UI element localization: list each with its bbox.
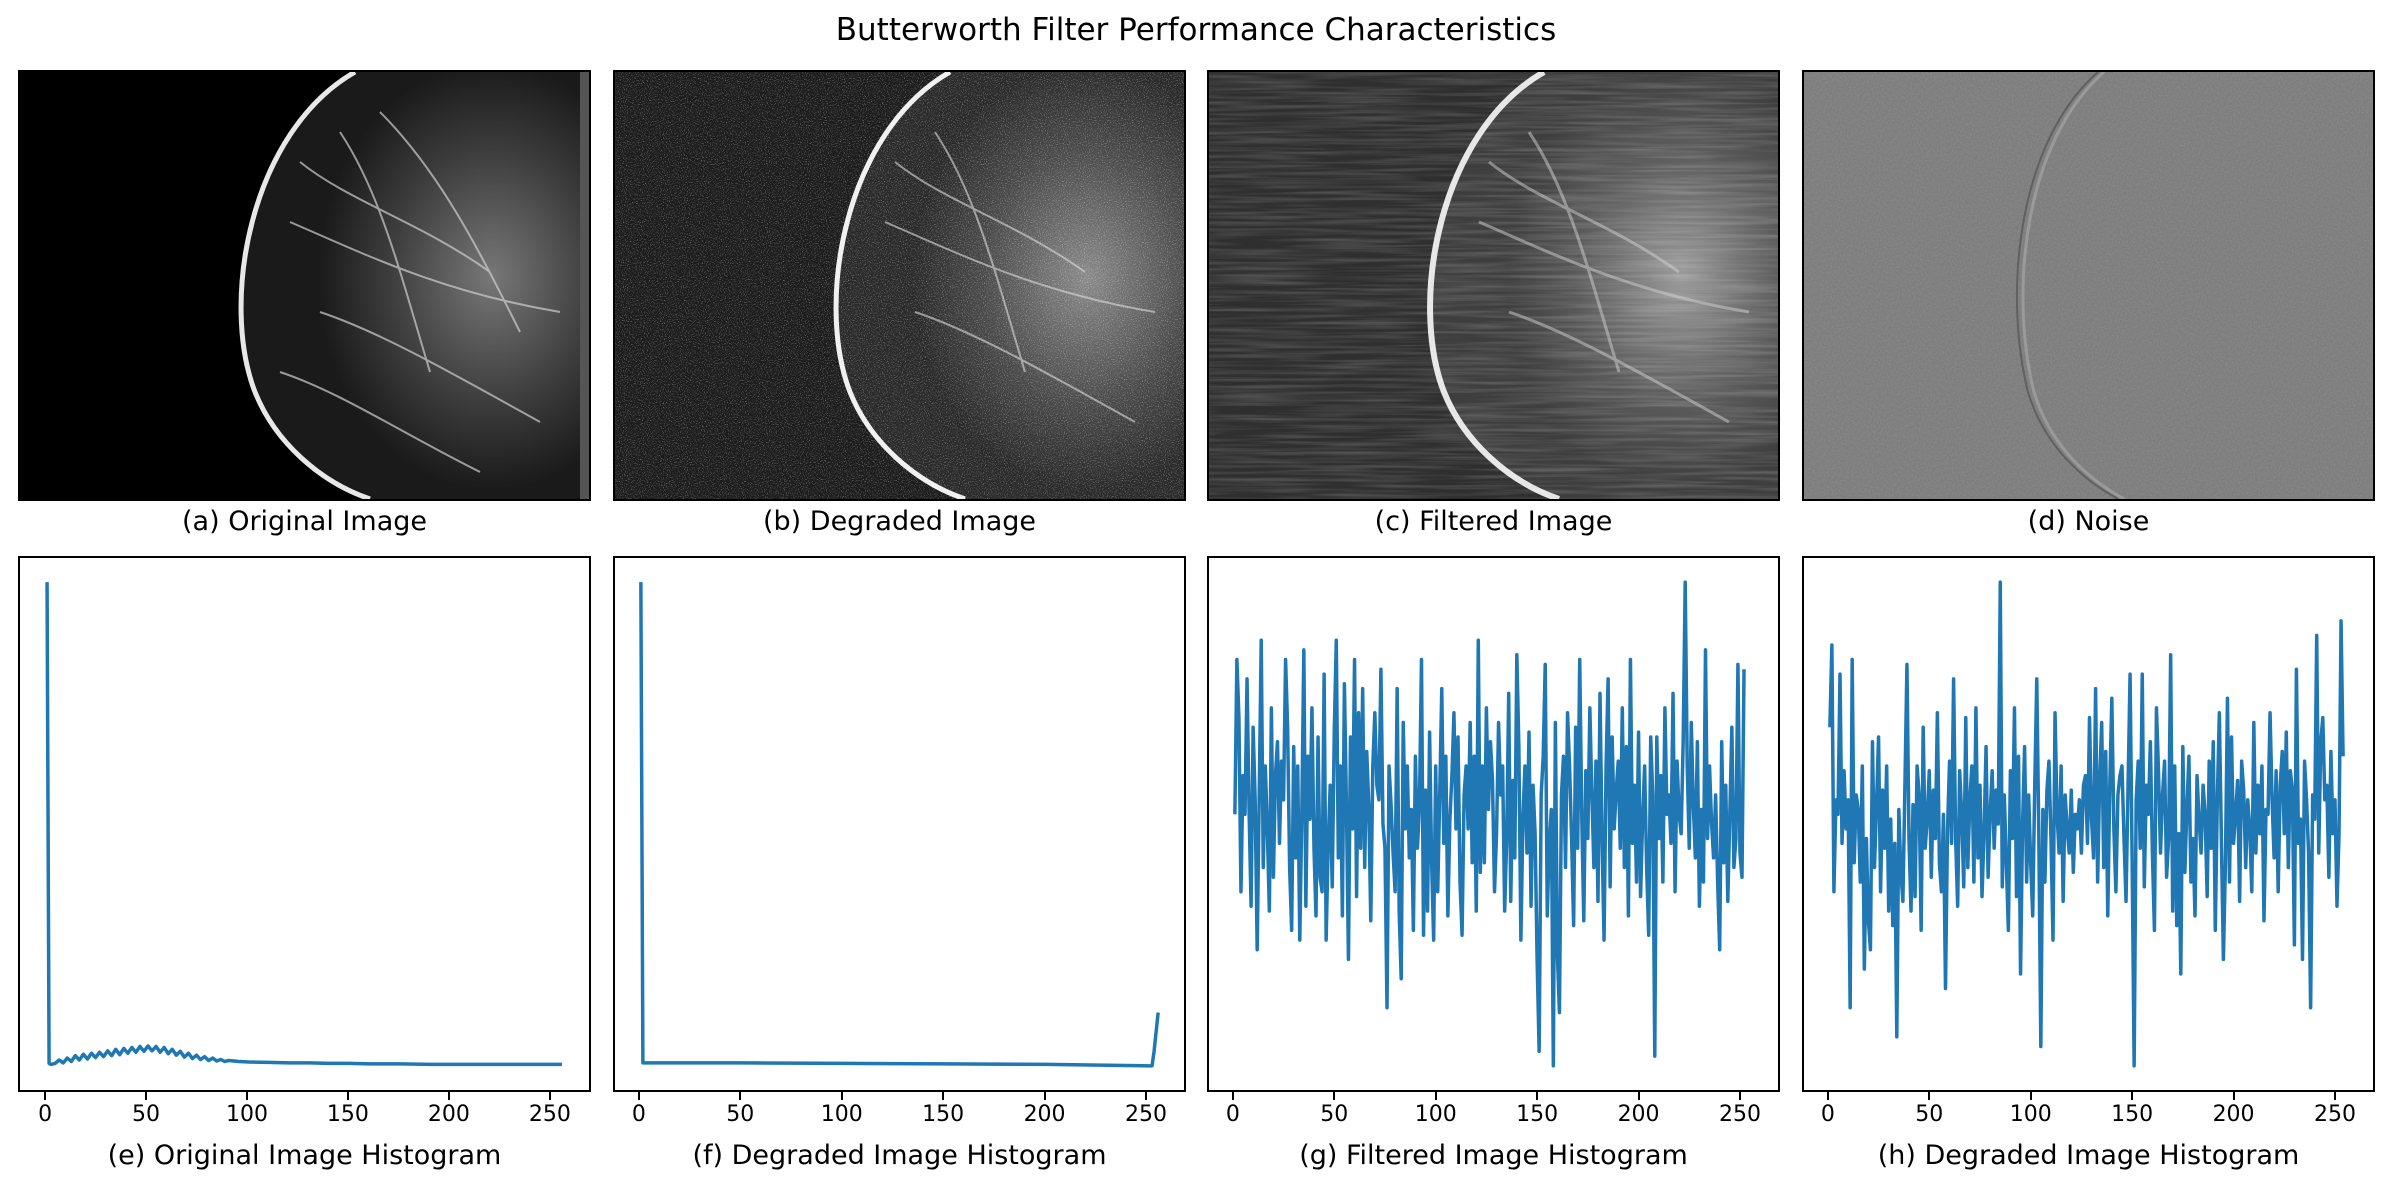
- x-tick-label: 50: [726, 1102, 755, 1127]
- x-tick-label: 150: [2111, 1102, 2154, 1127]
- x-tick-mark: [2029, 1092, 2032, 1100]
- x-tick-mark: [1434, 1092, 1437, 1100]
- x-tick-label: 200: [1617, 1102, 1660, 1127]
- x-tick-mark: [1333, 1092, 1336, 1100]
- degraded-histogram-2-chart: [1802, 556, 2375, 1092]
- x-tick-mark: [1536, 1092, 1539, 1100]
- degraded-histogram-xticks: 0 50 100 150 200 250: [613, 1092, 1186, 1132]
- x-tick-label: 200: [1023, 1102, 1066, 1127]
- filtered-histogram-xticks: 0 50 100 150 200 250: [1207, 1092, 1780, 1132]
- filtered-histogram-caption: (g) Filtered Image Histogram: [1299, 1140, 1688, 1171]
- degraded-histogram-caption: (f) Degraded Image Histogram: [692, 1140, 1107, 1171]
- degraded-histogram-2-caption: (h) Degraded Image Histogram: [1877, 1140, 2300, 1171]
- x-tick-label: 200: [427, 1102, 470, 1127]
- x-tick-mark: [739, 1092, 742, 1100]
- x-tick-label: 100: [2009, 1102, 2052, 1127]
- chart-plot-area: [1233, 580, 1746, 1068]
- chart-plot-area: [639, 582, 1160, 1068]
- x-tick-mark: [1231, 1092, 1234, 1100]
- histogram-line: [1828, 580, 2345, 1068]
- x-tick-label: 150: [1516, 1102, 1559, 1127]
- x-tick-mark: [1928, 1092, 1931, 1100]
- original-image-caption: (a) Original Image: [182, 506, 427, 537]
- x-tick-label: 250: [1124, 1102, 1167, 1127]
- chart-plot-area: [45, 582, 562, 1067]
- degraded-image-caption: (b) Degraded Image: [762, 506, 1036, 537]
- x-tick-label: 0: [1225, 1102, 1240, 1127]
- original-histogram-chart: [18, 556, 591, 1092]
- x-tick-label: 50: [1320, 1102, 1349, 1127]
- x-tick-label: 150: [922, 1102, 965, 1127]
- x-tick-mark: [942, 1092, 945, 1100]
- x-tick-label: 250: [528, 1102, 571, 1127]
- degraded-histogram-2-xticks: 0 50 100 150 200 250: [1802, 1092, 2375, 1132]
- x-tick-mark: [840, 1092, 843, 1100]
- x-tick-mark: [1043, 1092, 1046, 1100]
- x-tick-mark: [1144, 1092, 1147, 1100]
- x-tick-label: 0: [631, 1102, 646, 1127]
- degraded-histogram-chart: [613, 556, 1186, 1092]
- histogram-line: [1233, 580, 1746, 1068]
- original-histogram-caption: (e) Original Image Histogram: [107, 1140, 502, 1171]
- figure-title: Butterworth Filter Performance Character…: [835, 12, 1557, 48]
- noise-image-caption: (d) Noise: [2027, 506, 2150, 537]
- x-tick-mark: [447, 1092, 450, 1100]
- x-tick-label: 100: [820, 1102, 863, 1127]
- histogram-line: [45, 582, 562, 1067]
- original-histogram-xticks: 0 50 100 150 200 250: [18, 1092, 591, 1132]
- filtered-histogram-chart: [1207, 556, 1780, 1092]
- x-tick-mark: [1826, 1092, 1829, 1100]
- x-tick-label: 200: [2212, 1102, 2255, 1127]
- x-tick-mark: [637, 1092, 640, 1100]
- noise-image-panel: [1802, 70, 2375, 501]
- x-tick-label: 100: [225, 1102, 268, 1127]
- x-tick-mark: [1738, 1092, 1741, 1100]
- x-tick-label: 0: [38, 1102, 53, 1127]
- filtered-image-panel: [1207, 70, 1780, 501]
- x-tick-label: 50: [1915, 1102, 1944, 1127]
- histogram-line: [639, 582, 1160, 1068]
- x-tick-label: 100: [1414, 1102, 1457, 1127]
- x-tick-label: 250: [1718, 1102, 1761, 1127]
- x-tick-label: 0: [1820, 1102, 1835, 1127]
- x-tick-mark: [2232, 1092, 2235, 1100]
- chart-plot-area: [1828, 580, 2345, 1068]
- x-tick-mark: [2131, 1092, 2134, 1100]
- x-tick-label: 250: [2313, 1102, 2356, 1127]
- x-tick-mark: [145, 1092, 147, 1100]
- x-tick-mark: [2333, 1092, 2336, 1100]
- x-tick-mark: [245, 1092, 248, 1100]
- original-image-panel: [18, 70, 591, 501]
- x-tick-label: 50: [132, 1102, 160, 1127]
- filtered-image-caption: (c) Filtered Image: [1374, 506, 1613, 537]
- x-tick-mark: [44, 1092, 47, 1100]
- degraded-image-panel: [613, 70, 1186, 501]
- x-tick-mark: [548, 1092, 551, 1100]
- x-tick-label: 150: [326, 1102, 369, 1127]
- x-tick-mark: [346, 1092, 349, 1100]
- x-tick-mark: [1637, 1092, 1640, 1100]
